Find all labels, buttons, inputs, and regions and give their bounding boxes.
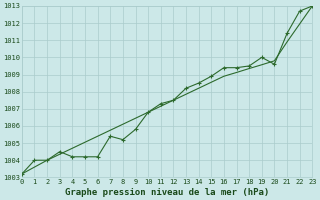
X-axis label: Graphe pression niveau de la mer (hPa): Graphe pression niveau de la mer (hPa): [65, 188, 269, 197]
